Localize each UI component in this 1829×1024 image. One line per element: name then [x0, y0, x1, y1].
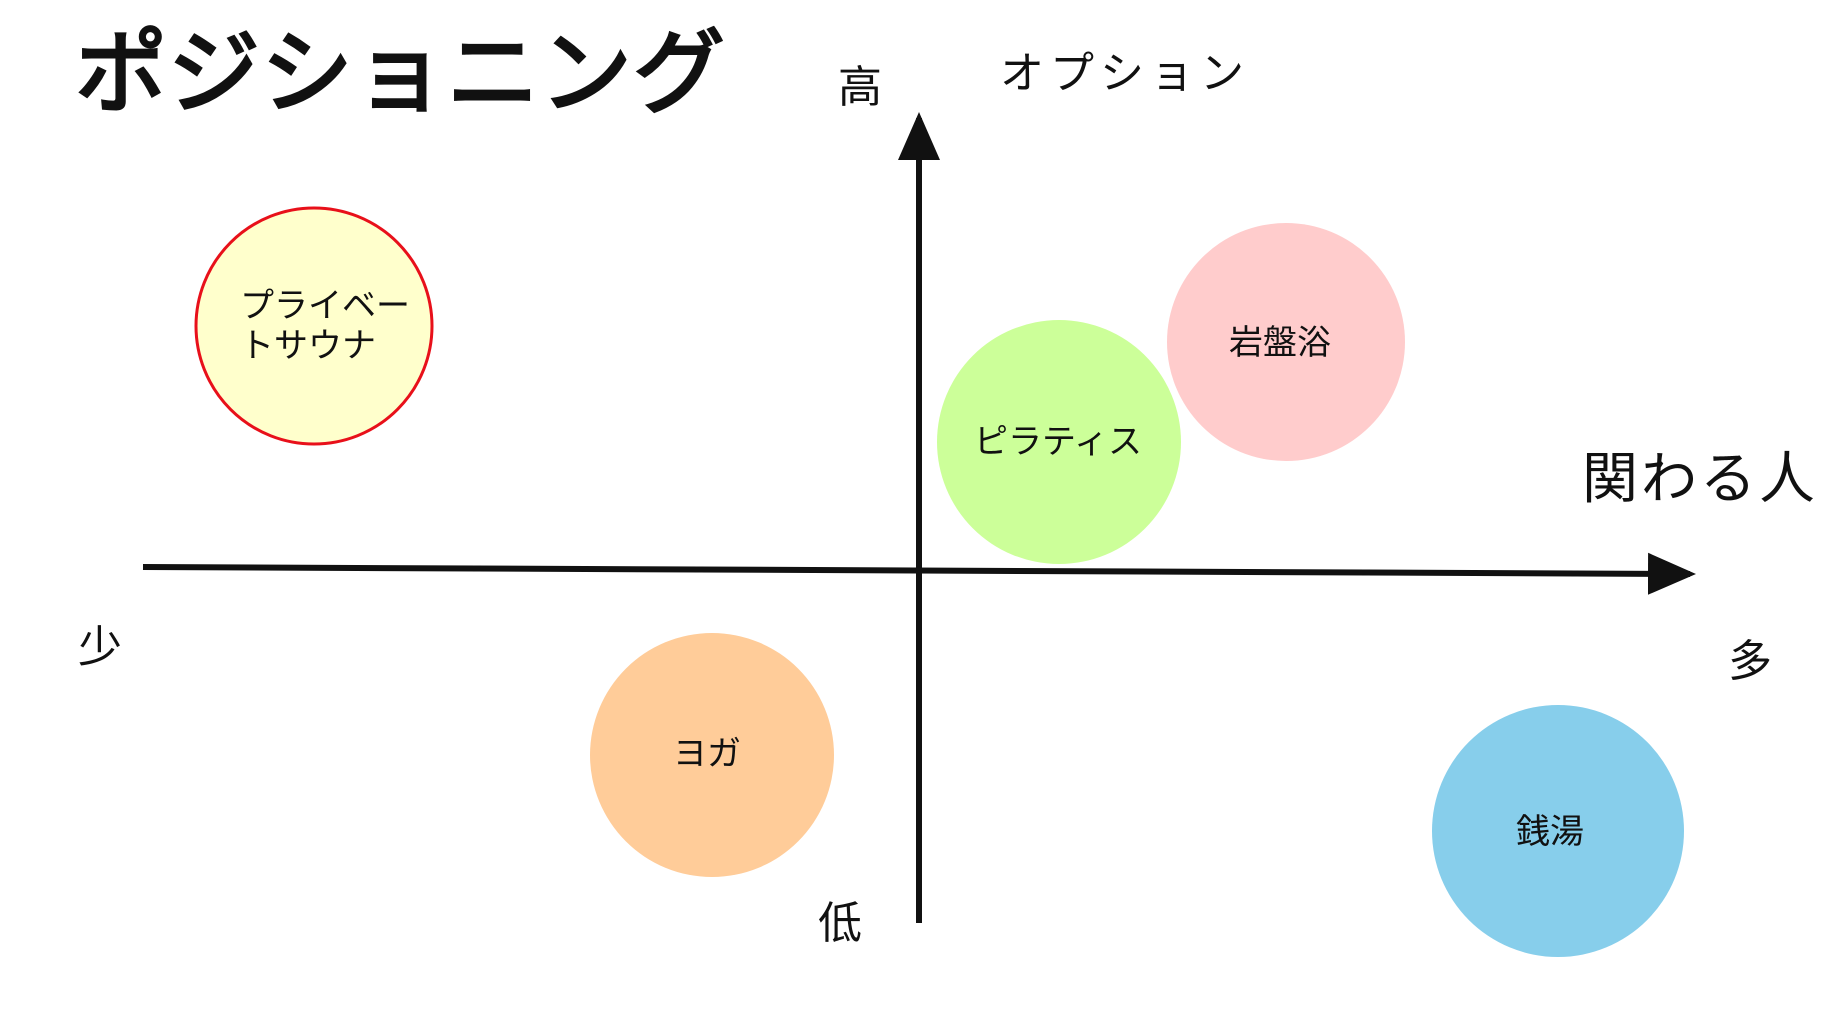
bubble-private-sauna-line-2: トサウナ [240, 326, 376, 366]
y-axis-high-label: 高 [838, 62, 882, 113]
bubble-iwabanyoku: 岩盤浴 [1167, 223, 1405, 461]
bubble-sento: 銭湯 [1432, 705, 1684, 957]
bubble-pilates-circle [937, 320, 1181, 564]
x-axis-high-label: 多 [1728, 636, 1772, 687]
bubble-yoga-line-1: ヨガ [673, 734, 741, 774]
bubble-yoga-circle [590, 633, 834, 877]
bubble-pilates-line-1: ピラティス [974, 422, 1142, 462]
bubble-yoga-label: ヨガ [673, 734, 741, 774]
bubble-private-sauna-line-1: プライベー [240, 286, 410, 326]
bubble-pilates: ピラティス [937, 320, 1181, 564]
bubble-iwabanyoku-circle [1167, 223, 1405, 461]
x-axis-low-label: 少 [78, 622, 122, 673]
bubble-sento-line-1: 銭湯 [1516, 812, 1584, 852]
bubble-sento-circle [1432, 705, 1684, 957]
x-axis-name-label: 関わる人 [1582, 447, 1818, 512]
bubble-private-sauna: プライベートサウナ [194, 206, 434, 446]
bubble-iwabanyoku-label: 岩盤浴 [1229, 323, 1331, 363]
bubble-pilates-label: ピラティス [974, 422, 1142, 462]
bubble-private-sauna-label: プライベートサウナ [240, 286, 410, 366]
bubble-iwabanyoku-line-1: 岩盤浴 [1229, 323, 1331, 363]
bubble-yoga: ヨガ [590, 633, 834, 877]
y-axis-low-label: 低 [818, 898, 862, 949]
bubble-sento-label: 銭湯 [1516, 812, 1584, 852]
y-axis-name-label: オプション [1000, 48, 1250, 99]
bubble-private-sauna-circle [194, 206, 434, 446]
page-title: ポジショニング [75, 20, 727, 127]
